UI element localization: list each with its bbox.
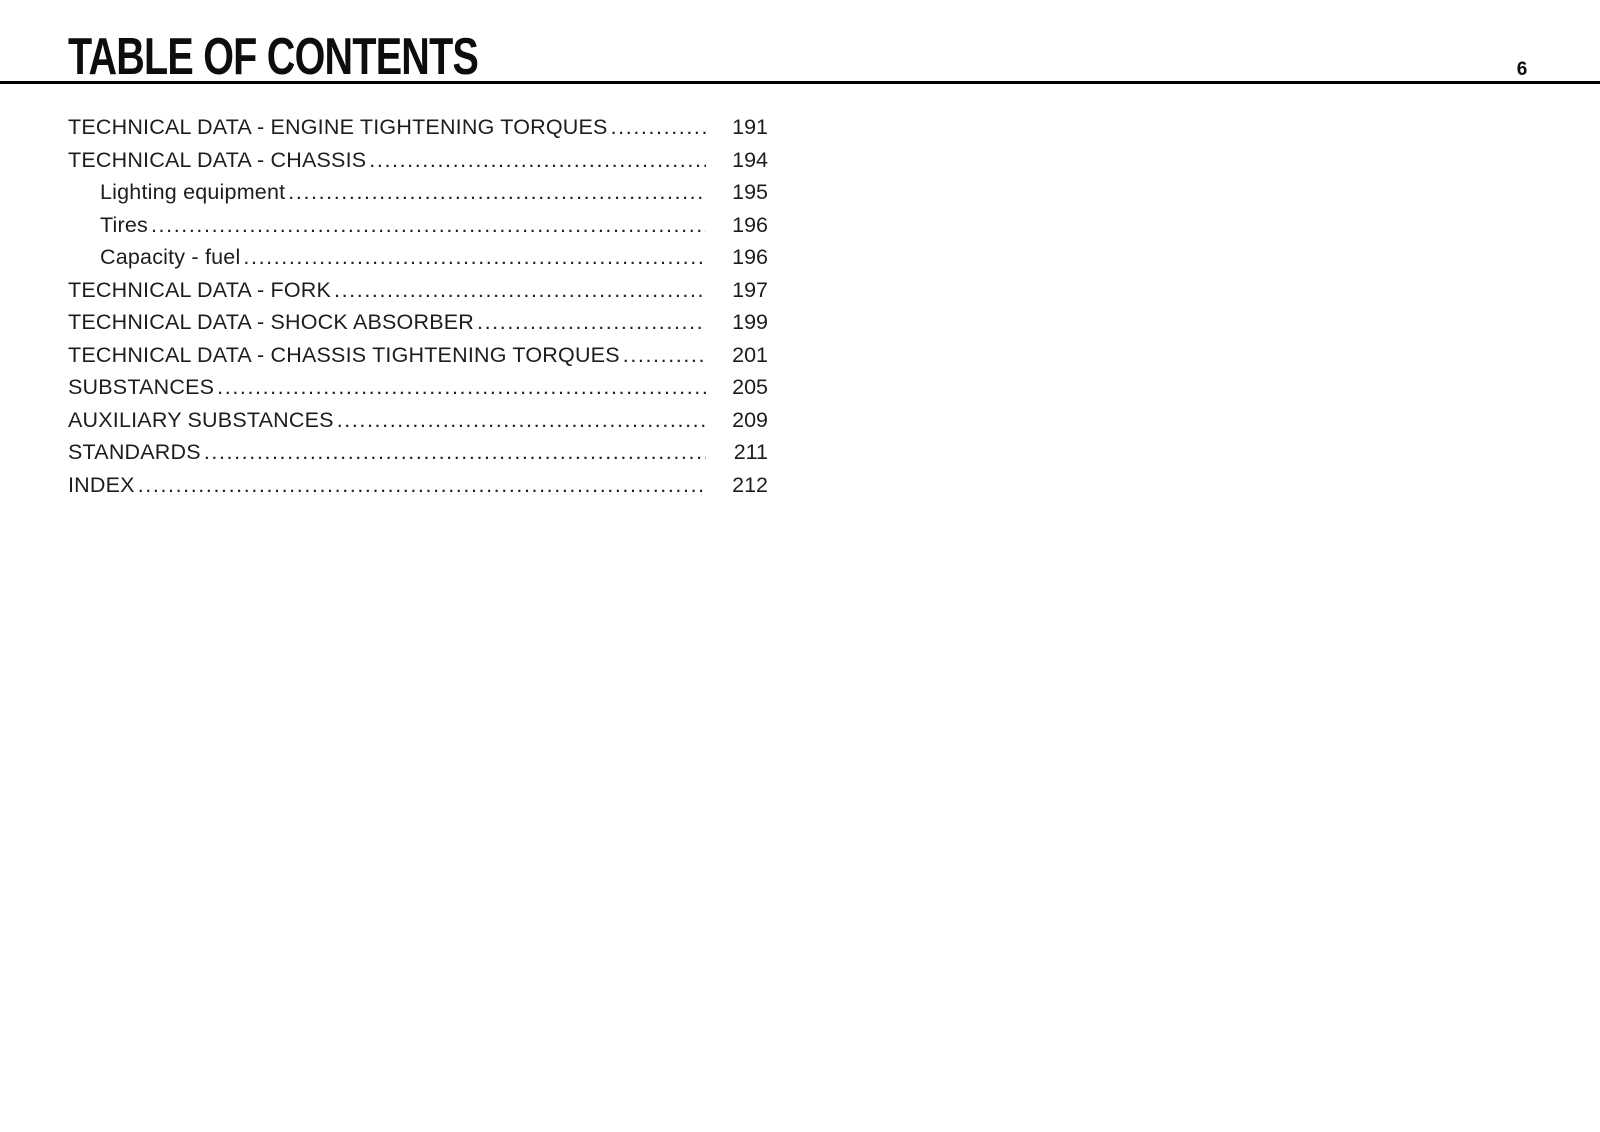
toc-entry-page: 191 <box>732 115 768 139</box>
toc-entry-page: 196 <box>732 212 768 237</box>
toc-entry-label: Tires <box>100 212 148 237</box>
dot-leader: ........................................… <box>334 277 706 302</box>
dot-leader: ........................................… <box>217 375 706 400</box>
toc-entry-label: TECHNICAL DATA - CHASSIS <box>68 147 367 172</box>
toc-entry-label: TECHNICAL DATA - FORK <box>68 277 332 302</box>
toc-row: AUXILIARY SUBSTANCES....................… <box>68 404 768 437</box>
toc-entry-page: 197 <box>732 277 768 302</box>
toc-row: TECHNICAL DATA - CHASSIS TIGHTENING TORQ… <box>68 339 768 372</box>
toc-entry-label: STANDARDS <box>68 440 201 465</box>
toc-row: STANDARDS...............................… <box>68 436 768 469</box>
toc-row: TECHNICAL DATA - FORK...................… <box>68 274 768 307</box>
toc-entry-label: TECHNICAL DATA - SHOCK ABSORBER <box>68 310 475 335</box>
table-of-contents: TECHNICAL DATA - ENGINE TIGHTENING TORQU… <box>68 111 768 502</box>
toc-row: TECHNICAL DATA - SHOCK ABSORBER.........… <box>68 306 768 339</box>
dot-leader: ........................................… <box>150 212 706 237</box>
dot-leader: ........................................… <box>288 180 706 205</box>
page-title: TABLE OF CONTENTS <box>68 28 479 86</box>
toc-entry-label: Capacity - fuel <box>100 245 241 270</box>
toc-row: Lighting equipment......................… <box>68 176 768 209</box>
toc-entry-page: 209 <box>732 407 768 432</box>
toc-row: Tires...................................… <box>68 209 768 242</box>
dot-leader: ........................................… <box>203 440 706 465</box>
toc-entry-label: SUBSTANCES <box>68 375 215 400</box>
toc-entry-label: AUXILIARY SUBSTANCES <box>68 407 334 432</box>
dot-leader: ........................................… <box>369 147 706 172</box>
header-rule <box>0 81 1600 84</box>
toc-entry-page: 201 <box>732 342 768 367</box>
dot-leader: ........................................… <box>137 473 706 498</box>
toc-row: Capacity - fuel.........................… <box>68 241 768 274</box>
toc-entry-label: Lighting equipment <box>100 180 286 205</box>
toc-entry-page: 199 <box>732 310 768 335</box>
toc-entry-page: 205 <box>732 375 768 400</box>
dot-leader: ........................................… <box>336 407 706 432</box>
toc-entry-page: 194 <box>732 147 768 172</box>
toc-entry-label: TECHNICAL DATA - ENGINE TIGHTENING TORQU… <box>68 115 608 139</box>
dot-leader: ........................................… <box>243 245 706 270</box>
toc-entry-label: TECHNICAL DATA - CHASSIS TIGHTENING TORQ… <box>68 342 620 367</box>
toc-entry-page: 211 <box>733 440 768 465</box>
toc-entry-page: 212 <box>732 473 768 498</box>
toc-entry-page: 195 <box>732 180 768 205</box>
dot-leader: ........................................… <box>477 310 706 335</box>
toc-row: TECHNICAL DATA - CHASSIS................… <box>68 144 768 177</box>
toc-row: TECHNICAL DATA - ENGINE TIGHTENING TORQU… <box>68 111 768 144</box>
toc-row: INDEX...................................… <box>68 469 768 502</box>
toc-entry-page: 196 <box>732 245 768 270</box>
toc-row: SUBSTANCES..............................… <box>68 371 768 404</box>
dot-leader: ........................................… <box>622 342 706 367</box>
page-number: 6 <box>1516 59 1528 80</box>
dot-leader: ........................................… <box>610 115 706 139</box>
toc-entry-label: INDEX <box>68 473 135 498</box>
